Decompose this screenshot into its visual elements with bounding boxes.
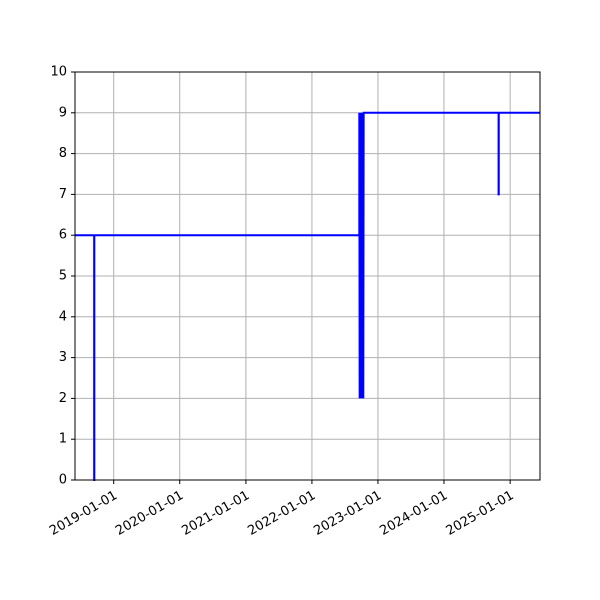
y-tick-label: 6 [59, 228, 67, 243]
y-tick-label: 1 [59, 432, 67, 447]
y-tick-label: 3 [59, 350, 67, 365]
y-tick-label: 4 [59, 309, 67, 324]
y-tick-label: 10 [50, 65, 67, 80]
y-tick-label: 8 [59, 146, 67, 161]
y-tick-label: 7 [59, 187, 67, 202]
y-tick-label: 2 [59, 391, 67, 406]
y-tick-label: 9 [59, 105, 67, 120]
y-tick-label: 0 [59, 473, 67, 488]
y-tick-label: 5 [59, 269, 67, 284]
series-group [75, 111, 540, 481]
series-line [75, 111, 540, 481]
y-axis: 0 1 2 3 4 5 6 7 8 9 10 [50, 65, 75, 488]
